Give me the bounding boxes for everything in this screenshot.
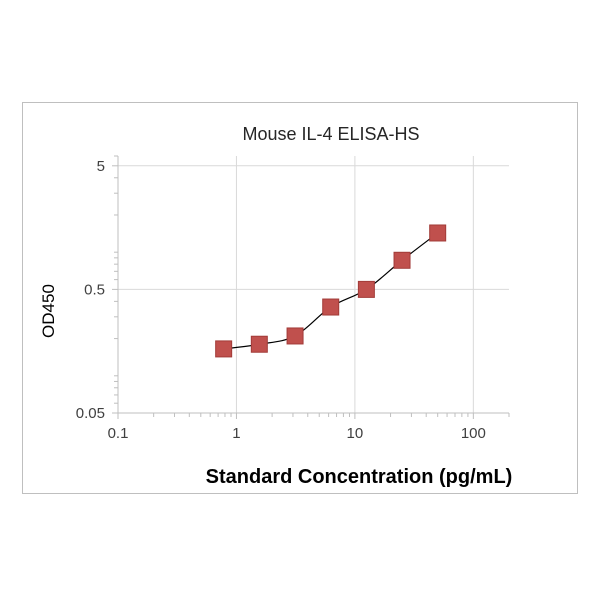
y-tick-label: 0.05 <box>76 405 105 422</box>
data-points <box>215 224 447 358</box>
x-tick-label: 100 <box>461 425 486 442</box>
chart-title: Mouse IL-4 ELISA-HS <box>242 124 419 144</box>
axes <box>112 155 510 419</box>
tick-labels: 0.1 1 10 100 0.05 0.5 5 <box>76 158 486 442</box>
y-tick-label: 5 <box>97 158 105 175</box>
x-tick-label: 1 <box>232 425 240 442</box>
data-point <box>215 340 233 358</box>
x-tick-label: 0.1 <box>108 425 129 442</box>
data-point <box>322 298 340 316</box>
grid <box>118 156 509 413</box>
fit-curve-layer <box>223 232 439 350</box>
elisa-standard-curve-chart: Mouse IL-4 ELISA-HS 0.1 1 10 100 0.05 0.5 5 St… <box>39 124 513 488</box>
data-point <box>250 335 268 353</box>
data-point <box>357 280 375 298</box>
x-tick-label: 10 <box>347 425 364 442</box>
fit-curve-line <box>223 232 439 350</box>
y-axis-label: OD450 <box>39 284 58 338</box>
data-point <box>393 251 411 269</box>
chart-frame: Mouse IL-4 ELISA-HS 0.1 1 10 100 0.05 0.5 5 St… <box>22 102 578 494</box>
data-point <box>429 224 447 242</box>
data-point <box>286 327 304 345</box>
y-tick-label: 0.5 <box>84 281 105 298</box>
x-axis-label: Standard Concentration (pg/mL) <box>206 466 513 488</box>
